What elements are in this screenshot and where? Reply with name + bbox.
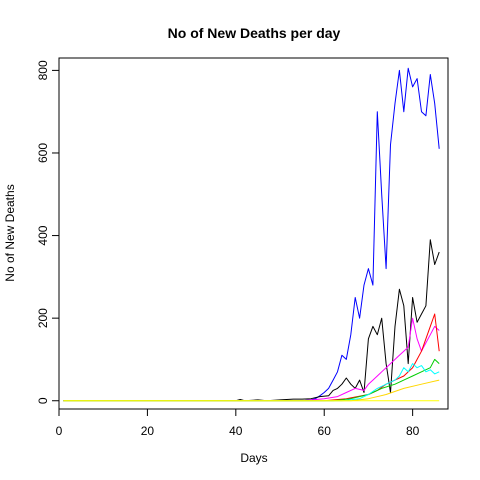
y-axis: 0 200 400 600 800 (36, 60, 60, 404)
y-axis-label: No of New Deaths (3, 184, 17, 281)
x-tick-label: 80 (406, 424, 420, 438)
y-tick-label: 0 (36, 397, 50, 404)
x-tick-label: 20 (141, 424, 155, 438)
x-tick-label: 0 (56, 424, 63, 438)
x-axis-label: Days (240, 451, 267, 465)
x-tick-label: 60 (318, 424, 332, 438)
series-line-6 (63, 379, 440, 402)
x-tick-label: 40 (229, 424, 243, 438)
chart-title: No of New Deaths per day (168, 25, 341, 41)
plot-area-border (58, 57, 449, 410)
series-line-4 (63, 358, 440, 402)
y-tick-label: 800 (36, 60, 50, 80)
y-tick-label: 600 (36, 143, 50, 163)
series-line-0 (63, 67, 440, 402)
series-line-3 (63, 313, 440, 402)
y-tick-label: 200 (36, 308, 50, 328)
series-line-1 (63, 239, 440, 402)
x-axis: 0 20 40 60 80 (56, 408, 420, 438)
series-layer (63, 67, 440, 402)
series-line-5 (63, 363, 440, 402)
y-tick-label: 400 (36, 225, 50, 245)
